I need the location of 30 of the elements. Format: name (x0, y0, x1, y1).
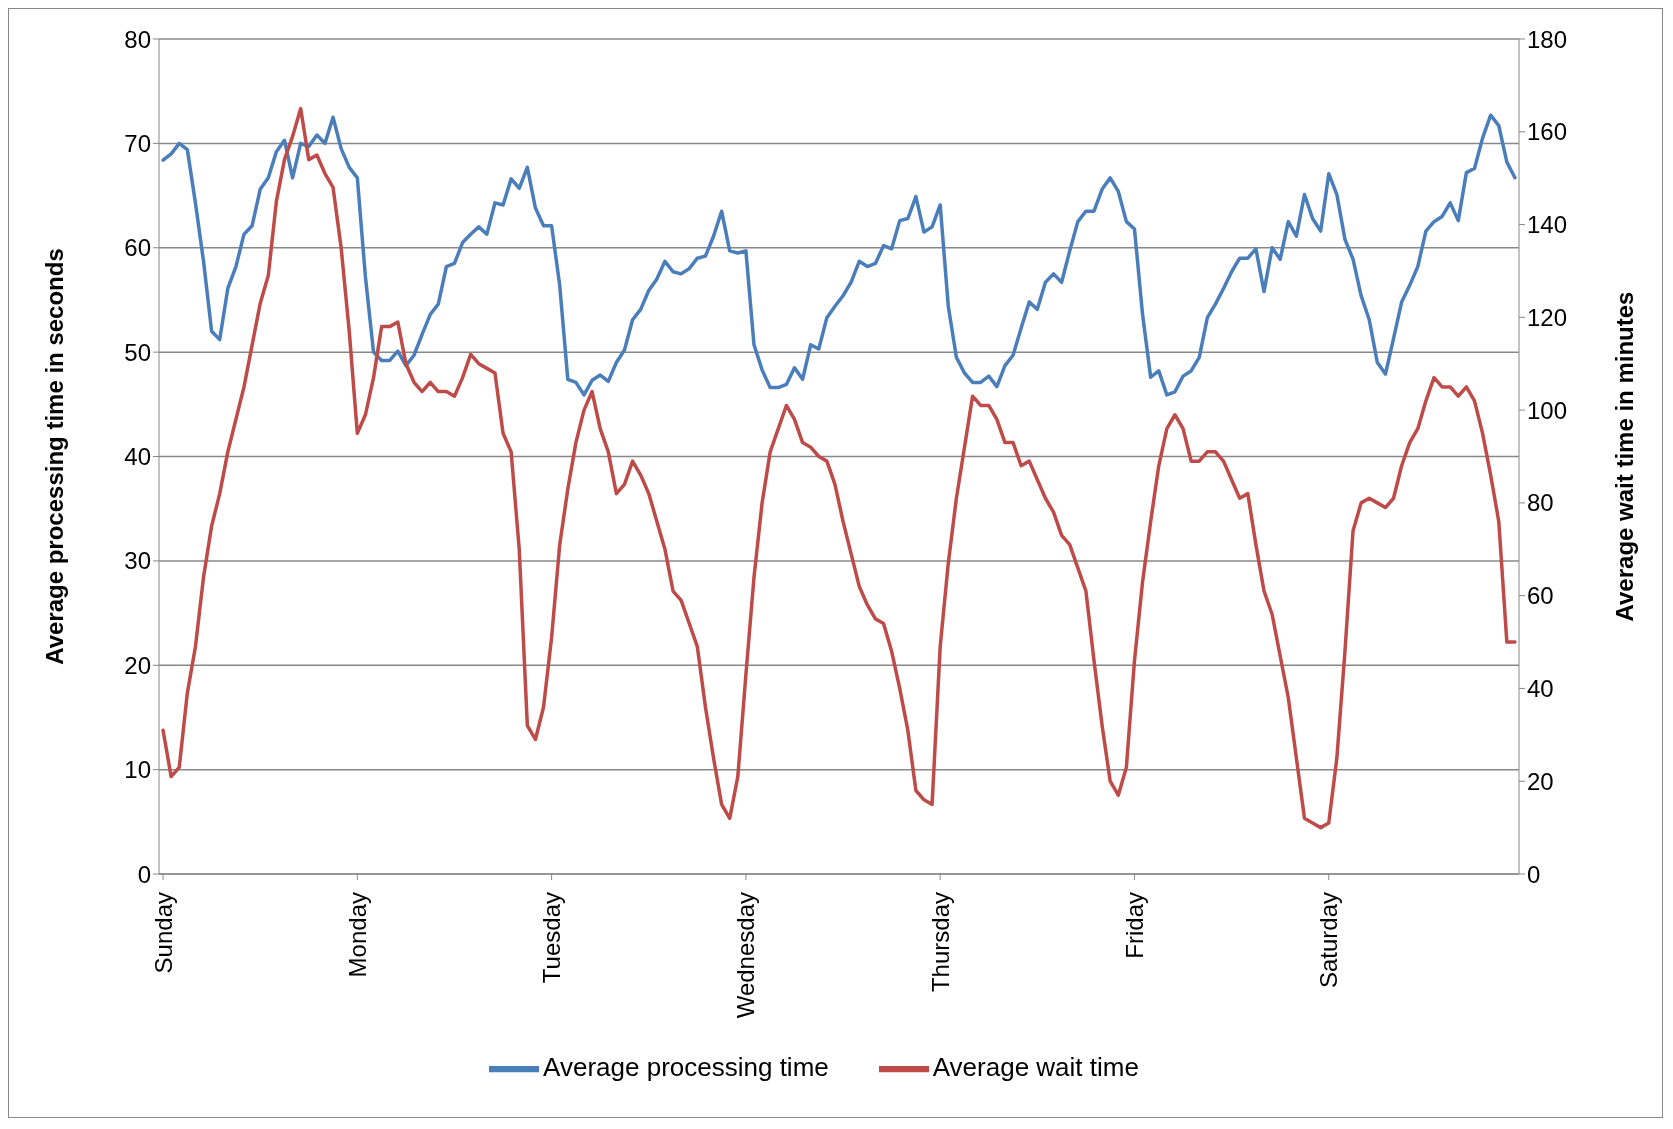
y-tick-label: 80 (124, 25, 151, 53)
y-tick-label: 20 (124, 651, 151, 679)
x-tick-label: Tuesday (538, 892, 566, 984)
y2-tick-label: 140 (1527, 211, 1568, 239)
x-tick-label: Saturday (1315, 892, 1343, 989)
y-tick-label: 60 (124, 234, 151, 262)
y-axis-title: Average processing time in seconds (40, 248, 68, 665)
y-tick-label: 30 (124, 547, 151, 575)
y2-tick-label: 80 (1527, 489, 1554, 517)
y2-tick-label: 40 (1527, 674, 1554, 702)
y-tick-label: 40 (124, 443, 151, 471)
legend-label: Average wait time (932, 1051, 1139, 1082)
x-tick-label: Monday (343, 892, 371, 978)
legend-label: Average processing time (543, 1051, 829, 1082)
x-tick-label: Sunday (149, 892, 177, 974)
y-tick-label: 0 (137, 860, 151, 888)
x-tick-label: Wednesday (732, 892, 760, 1019)
y2-axis-title: Average wait time in minutes (1610, 291, 1638, 622)
y-tick-label: 70 (124, 129, 151, 157)
x-tick-label: Friday (1120, 892, 1148, 959)
y2-tick-label: 180 (1527, 25, 1568, 53)
y-tick-label: 50 (124, 338, 151, 366)
y-tick-label: 10 (124, 756, 151, 784)
y2-tick-label: 160 (1527, 118, 1568, 146)
y2-tick-label: 100 (1527, 396, 1568, 424)
y2-tick-label: 60 (1527, 582, 1554, 610)
x-tick-label: Thursday (926, 892, 954, 993)
y2-tick-label: 0 (1527, 860, 1541, 888)
y2-tick-label: 20 (1527, 767, 1554, 795)
y2-tick-label: 120 (1527, 303, 1568, 331)
